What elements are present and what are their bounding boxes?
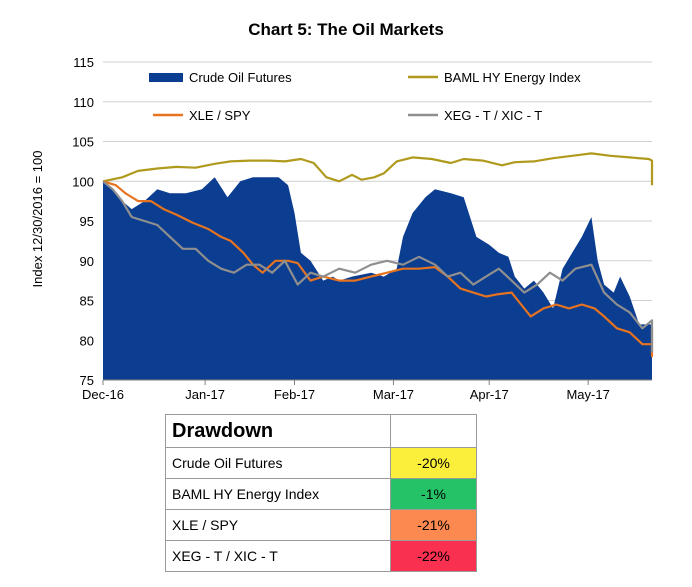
drawdown-value: -1% [390,478,477,510]
drawdown-header-blank [390,414,477,448]
legend-label: BAML HY Energy Index [444,70,581,85]
drawdown-value: -21% [390,509,477,541]
drawdown-series-name: Crude Oil Futures [165,447,391,479]
y-tick-label: 115 [73,55,94,70]
drawdown-series-name: BAML HY Energy Index [165,478,391,510]
drawdown-header-row: Drawdown [165,414,477,448]
drawdown-value: -22% [390,540,477,572]
legend-label: XLE / SPY [189,108,251,123]
y-axis-title: Index 12/30/2016 = 100 [30,151,45,288]
legend-swatch [149,73,183,82]
drawdown-series-name: XEG - T / XIC - T [165,540,391,572]
axes: 75 80 85 90 95 100 105 110 115 Dec-16 Jan-17 Feb-17… [72,55,652,402]
x-tick-label: Mar-17 [373,387,414,402]
drawdown-title: Drawdown [165,414,391,448]
legend-label: XEG - T / XIC - T [444,108,542,123]
drawdown-row: XEG - T / XIC - T -22% [165,540,477,572]
y-tick-label: 85 [80,294,94,309]
drawdown-value: -20% [390,447,477,479]
y-tick-label: 75 [80,373,94,388]
series-line-baml-hy-energy-index [102,152,654,186]
chart-title: Chart 5: The Oil Markets [248,20,444,39]
x-tick-label: Feb-17 [274,387,315,402]
x-tick-label: Dec-16 [82,387,124,402]
drawdown-row: Crude Oil Futures -20% [165,447,477,479]
x-tick-label: Apr-17 [470,387,509,402]
y-tick-label: 110 [73,95,94,110]
legend: Crude Oil Futures BAML HY Energy Index XLE… [149,70,581,123]
drawdown-table: Drawdown Crude Oil Futures -20% BAML HY En… [165,414,477,572]
oil-markets-chart: 75 80 85 90 95 100 105 110 115 Dec-16 Jan-17 Feb-17… [30,55,654,402]
drawdown-series-name: XLE / SPY [165,509,391,541]
y-tick-label: 100 [72,174,94,189]
y-tick-label: 105 [72,135,94,150]
x-tick-label: May-17 [566,387,609,402]
y-tick-label: 90 [80,254,94,269]
drawdown-body: Drawdown Crude Oil Futures -20% BAML HY En… [165,414,477,572]
x-tick-label: Jan-17 [185,387,225,402]
y-tick-label: 80 [80,333,94,348]
series-line-xle-spy [102,180,654,358]
drawdown-row: BAML HY Energy Index -1% [165,478,477,510]
y-tick-label: 95 [80,214,94,229]
legend-label: Crude Oil Futures [189,70,292,85]
series-line-xeg-t-xic-t [102,180,654,353]
drawdown-row: XLE / SPY -21% [165,509,477,541]
series-layer [102,152,654,380]
series-area-crude-oil-futures [103,177,652,380]
